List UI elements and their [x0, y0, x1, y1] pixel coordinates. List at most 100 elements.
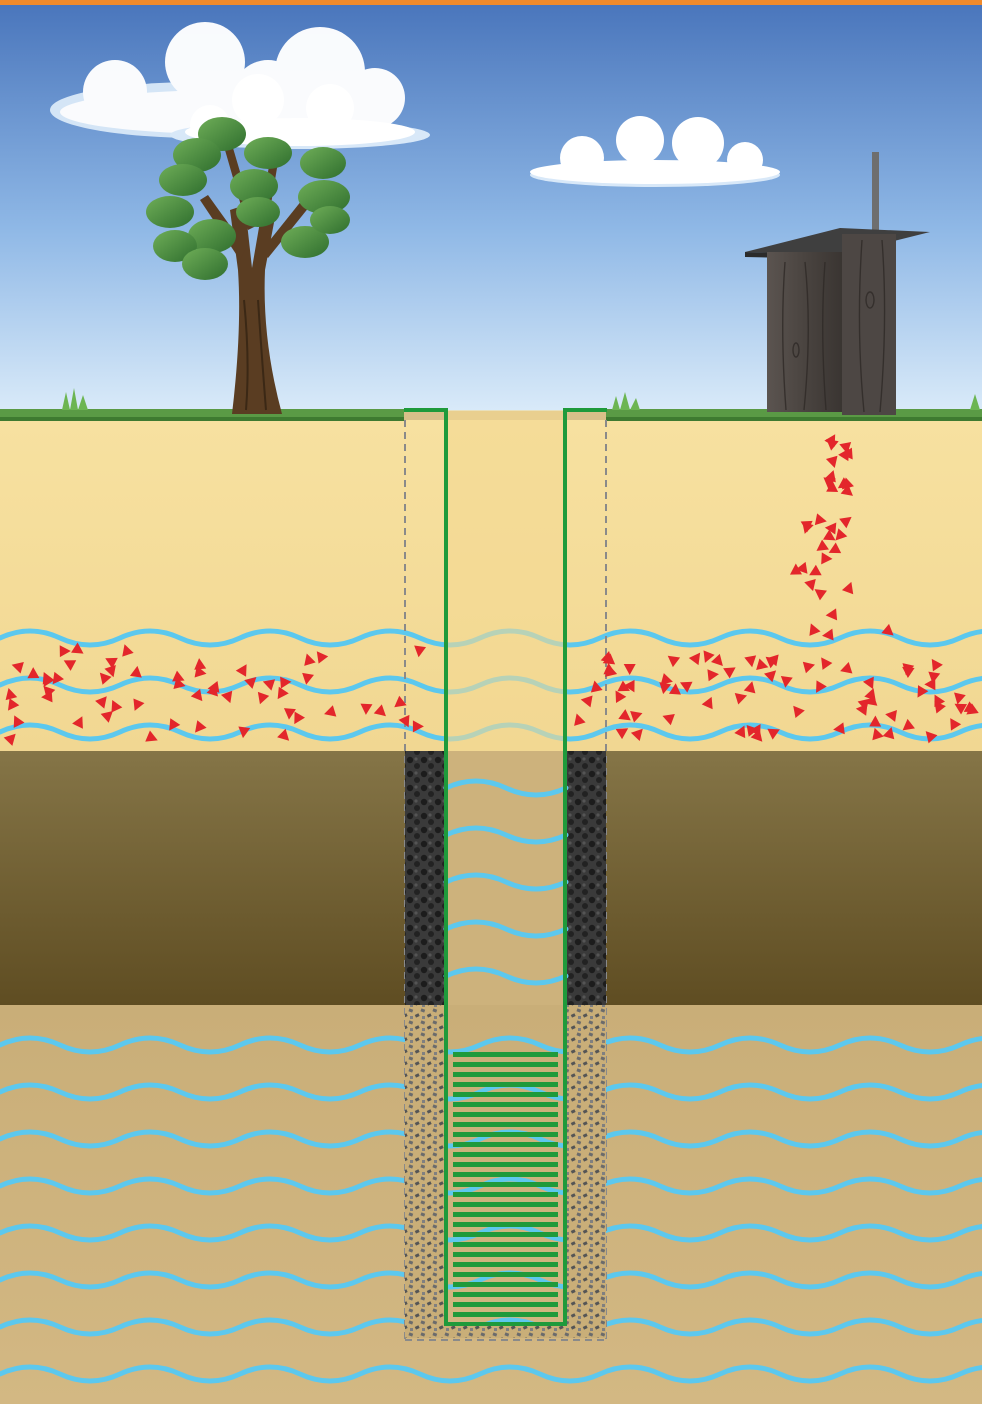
contaminant-marker — [11, 662, 24, 674]
contaminant-marker — [604, 665, 618, 677]
contaminant-marker — [703, 650, 715, 663]
well-casing — [404, 408, 607, 1326]
contaminant-marker — [825, 455, 838, 468]
contaminant-marker — [950, 718, 962, 731]
contaminant-marker — [928, 671, 941, 684]
contaminant-marker — [398, 714, 410, 728]
contaminant-marker — [206, 684, 218, 697]
contaminant-marker — [954, 692, 966, 705]
contaminant-marker — [660, 673, 673, 685]
contaminant-marker — [13, 715, 25, 728]
screen-slot — [453, 1122, 558, 1127]
screen-slot — [453, 1102, 558, 1107]
contaminant-marker — [262, 679, 276, 691]
contaminant-marker — [623, 679, 635, 693]
contaminant-marker — [27, 667, 40, 679]
contaminant-marker — [750, 729, 763, 742]
screen-slot — [453, 1262, 558, 1267]
contaminant-marker — [373, 704, 386, 717]
contaminant-marker — [931, 658, 943, 672]
contaminant-marker — [63, 660, 77, 671]
contaminant-marker — [800, 520, 813, 533]
contaminant-marker — [667, 655, 681, 668]
contaminant-marker — [304, 653, 316, 666]
gravel-pack-right — [566, 1005, 606, 1338]
contaminant-marker — [630, 711, 643, 723]
contaminant-marker — [814, 513, 827, 526]
contaminant-marker — [173, 677, 186, 690]
contaminant-marker — [59, 645, 71, 658]
contaminant-marker — [280, 676, 292, 689]
annular-seal-right — [566, 751, 606, 1005]
contaminant-marker — [804, 578, 816, 592]
contaminant-marker — [902, 666, 915, 678]
screen-slot — [453, 1282, 558, 1287]
contaminant-marker — [885, 710, 897, 722]
screen-slot — [453, 1312, 558, 1317]
contaminant-marker — [822, 628, 834, 641]
screen-slot — [453, 1232, 558, 1237]
contaminant-marker — [824, 522, 837, 535]
contaminant-marker — [590, 680, 603, 693]
screen-slot — [453, 1152, 558, 1157]
contaminant-marker — [412, 720, 424, 733]
contaminant-marker — [841, 581, 854, 595]
screen-slot — [453, 1062, 558, 1067]
contaminant-marker — [630, 728, 643, 741]
contaminant-marker — [841, 447, 853, 460]
contaminant-marker — [823, 477, 836, 489]
screen-slot — [453, 1212, 558, 1217]
top-bar — [0, 0, 982, 5]
contaminant-marker — [756, 658, 769, 670]
contaminant-marker — [100, 710, 113, 723]
contaminant-marker — [746, 724, 759, 737]
contaminant-marker — [744, 655, 757, 668]
contaminant-marker — [104, 664, 116, 678]
contaminant-marker — [95, 696, 107, 709]
contaminant-marker — [618, 709, 631, 721]
contaminant-marker — [840, 484, 853, 496]
contaminant-marker — [277, 728, 290, 741]
contaminant-marker — [809, 564, 822, 576]
contaminant-marker — [623, 664, 636, 675]
contaminant-marker — [924, 678, 936, 691]
screen-slot — [453, 1052, 558, 1057]
contaminant-marker — [111, 699, 123, 713]
well-screen — [453, 1052, 558, 1317]
contaminant-marker — [277, 686, 289, 700]
contaminant-marker — [824, 434, 836, 447]
contaminant-marker — [809, 623, 821, 636]
contaminant-marker — [917, 685, 929, 698]
screen-slot — [453, 1162, 558, 1167]
contaminant-marker — [825, 608, 838, 621]
contaminant-marker — [194, 665, 207, 678]
contaminant-marker — [324, 705, 337, 717]
contaminant-marker — [257, 691, 270, 705]
screen-slot — [453, 1272, 558, 1277]
contaminant-marker — [105, 657, 118, 669]
contaminant-marker — [857, 698, 870, 711]
contaminant-marker — [5, 688, 18, 701]
contaminant-marker — [414, 645, 427, 658]
contaminant-marker — [816, 680, 827, 693]
contaminant-marker — [881, 623, 894, 636]
contaminant-marker — [789, 563, 802, 575]
contaminant-marker — [822, 529, 836, 541]
contaminant-marker — [723, 667, 736, 679]
contaminant-marker — [833, 722, 845, 735]
contaminant-marker — [7, 698, 20, 711]
contaminant-marker — [872, 727, 884, 741]
contaminant-marker — [882, 727, 895, 740]
contaminant-marker — [195, 720, 207, 733]
contaminant-marker — [3, 733, 16, 746]
contaminant-marker — [734, 725, 746, 739]
contaminant-marker — [734, 693, 748, 705]
contaminant-marker — [826, 480, 839, 493]
screen-slot — [453, 1142, 558, 1147]
screen-slot — [453, 1092, 558, 1097]
contaminant-marker — [795, 561, 808, 574]
contaminant-marker — [617, 680, 630, 692]
contaminant-marker — [814, 589, 827, 601]
contaminant-marker — [841, 477, 854, 490]
